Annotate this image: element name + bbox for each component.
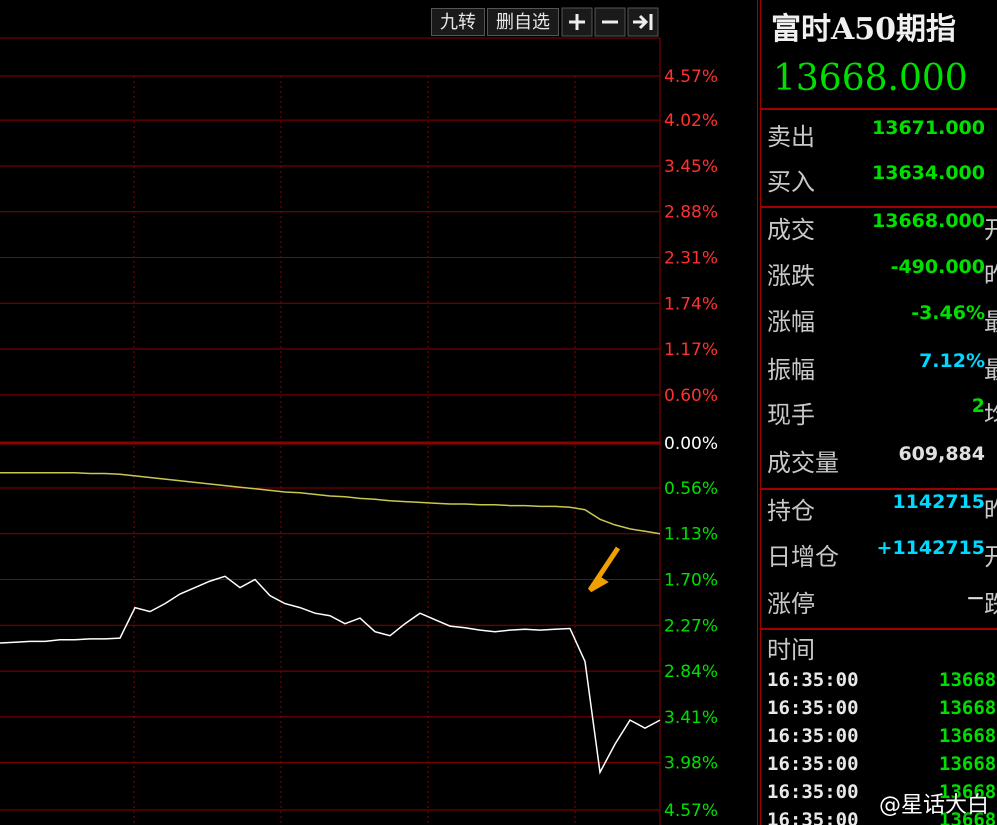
- quote-row: 振幅 7.12%最: [767, 350, 997, 390]
- row-value: 609,884: [898, 443, 985, 465]
- quote-row: 涨停 －跌: [767, 584, 997, 624]
- y-tick-label: 1.17%: [664, 340, 718, 360]
- toolbar-button[interactable]: 删自选: [487, 8, 559, 36]
- trade-time: 16:35:00: [767, 753, 859, 775]
- y-tick-label: 2.31%: [664, 248, 718, 268]
- toolbar-button[interactable]: 九转: [431, 8, 485, 36]
- trade-row: 16:35:00 13668: [767, 697, 997, 725]
- trade-row: 16:35:00 13668: [767, 781, 997, 809]
- y-tick-label: 4.57%: [664, 801, 718, 821]
- y-tick-label: 1.74%: [664, 294, 718, 314]
- row-value: 13671.000: [872, 117, 985, 139]
- y-tick-label: 2.84%: [664, 662, 718, 682]
- row-label: 成交量: [767, 449, 839, 477]
- trade-price: 13668: [939, 725, 997, 747]
- trade-time: 16:35:00: [767, 809, 859, 825]
- row-label: 涨停: [767, 590, 815, 618]
- trade-time: 16:35:00: [767, 669, 859, 691]
- quote-row: 成交量 609,884: [767, 443, 997, 483]
- y-tick-label: 0.60%: [664, 386, 718, 406]
- trade-price: 13668: [939, 781, 997, 803]
- arrow-annotation: [587, 546, 621, 593]
- row-value: 1142715: [892, 491, 985, 513]
- quote-row: 持仓 1142715昨: [767, 491, 997, 531]
- row-suffix: 昨: [984, 256, 997, 291]
- trades-header-label: 时间: [767, 636, 815, 664]
- row-label: 日增仓: [767, 543, 839, 571]
- row-value: -3.46%: [911, 302, 985, 324]
- row-value: 2: [971, 395, 985, 417]
- row-label: 涨幅: [767, 308, 815, 336]
- trade-price: 13668: [939, 809, 997, 825]
- y-tick-label: 0.56%: [664, 479, 718, 499]
- separator: [761, 206, 997, 208]
- y-tick-label: 3.98%: [664, 754, 718, 774]
- quote-row: 涨跌 -490.000昨: [767, 256, 997, 296]
- trade-price: 13668: [939, 697, 997, 719]
- watermark: @星话大白: [878, 793, 989, 818]
- trade-time: 16:35:00: [767, 697, 859, 719]
- y-tick-label: 3.41%: [664, 708, 718, 728]
- row-suffix: 均: [984, 395, 997, 430]
- time-grid: [133, 76, 576, 825]
- separator: [761, 628, 997, 630]
- row-label: 振幅: [767, 356, 815, 384]
- plot: [0, 75, 661, 811]
- row-label: 卖出: [767, 123, 815, 151]
- trade-row: 16:35:00 13668: [767, 725, 997, 753]
- trade-price: 13668: [939, 669, 997, 691]
- row-suffix: 昨: [984, 491, 997, 526]
- separator: [761, 488, 997, 490]
- y-tick-label: 3.45%: [664, 157, 718, 177]
- row-value: 7.12%: [919, 350, 985, 372]
- quote-row: 现手 2均: [767, 395, 997, 435]
- row-value: 13668.000: [872, 210, 985, 232]
- quote-title: 富时A50期指: [771, 12, 957, 47]
- row-label: 现手: [767, 401, 815, 429]
- row-label: 买入: [767, 168, 815, 196]
- intraday-chart: 4.57% 4.02% 3.45% 2.88% 2.31% 1.74% 1.17% 0.60%…: [0, 7, 718, 825]
- row-label: 持仓: [767, 497, 815, 525]
- row-suffix: 跌: [984, 584, 997, 619]
- row-label: 涨跌: [767, 262, 815, 290]
- plus-icon: [569, 14, 585, 30]
- quote-row: 卖出 13671.000: [767, 117, 997, 157]
- row-suffix: 最: [984, 350, 997, 385]
- price-line: [0, 471, 661, 535]
- y-tick-label: 2.88%: [664, 203, 718, 223]
- y-tick-label: 4.02%: [664, 111, 718, 131]
- quote-panel: 富时A50期指 13668.000 卖出 13671.000 买入 13634.000…: [757, 0, 997, 825]
- y-tick-label: 2.27%: [664, 616, 718, 636]
- y-tick-label: 0.00%: [664, 434, 718, 454]
- row-value: －: [965, 588, 985, 610]
- y-tick-label: 1.70%: [664, 571, 718, 591]
- trade-row: 16:35:00 13668: [767, 809, 997, 825]
- row-label: 成交: [767, 216, 815, 244]
- trade-row: 16:35:00 13668: [767, 669, 997, 697]
- trade-time: 16:35:00: [767, 781, 859, 803]
- row-suffix: 开: [984, 210, 997, 245]
- y-tick-label: 4.57%: [664, 67, 718, 87]
- trades-header: 时间: [767, 630, 997, 670]
- y-tick-label: 1.13%: [664, 525, 718, 545]
- quote-row: 涨幅 -3.46%最: [767, 302, 997, 342]
- end-icon: [633, 14, 653, 30]
- row-value: -490.000: [890, 256, 985, 278]
- toolbar-icons[interactable]: [561, 7, 659, 37]
- trade-price: 13668: [939, 753, 997, 775]
- quote-row: 买入 13634.000: [767, 162, 997, 202]
- row-suffix: 开: [984, 537, 997, 572]
- separator: [761, 108, 997, 110]
- trade-time: 16:35:00: [767, 725, 859, 747]
- row-value: +1142715: [876, 537, 985, 559]
- quote-row: 成交 13668.000开: [767, 210, 997, 250]
- row-value: 13634.000: [872, 162, 985, 184]
- row-suffix: 最: [984, 302, 997, 337]
- quote-row: 日增仓 +1142715开: [767, 537, 997, 577]
- quote-price: 13668.000: [773, 58, 968, 99]
- trade-row: 16:35:00 13668: [767, 753, 997, 781]
- price-line: [0, 575, 661, 775]
